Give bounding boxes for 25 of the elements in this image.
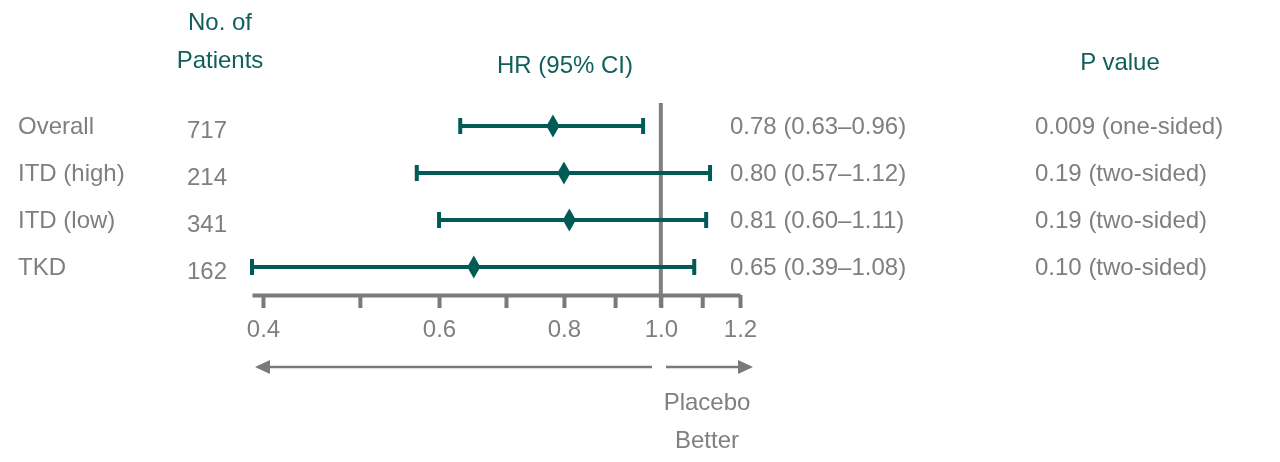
text: 0.19 (two-sided)	[1035, 159, 1208, 187]
text: 162	[187, 257, 228, 285]
x-tick-label: 0.4	[246, 315, 281, 343]
x-tick-label: 1.2	[723, 315, 758, 343]
x-tick-label: 0.6	[422, 315, 457, 343]
text: 0.10 (two-sided)	[1035, 253, 1208, 281]
data-label: 0.65 (0.39–1.08)	[730, 253, 907, 281]
y-tick-label: Overall	[18, 112, 95, 140]
data-label: 0.80 (0.57–1.12)	[730, 159, 907, 187]
y-tick-label: TKD	[18, 253, 66, 281]
text: 341	[187, 210, 228, 238]
x-tick-label: 1.0	[644, 315, 679, 343]
text: P value	[1080, 48, 1160, 75]
text: Placebo Better	[663, 388, 751, 454]
text: 214	[187, 163, 228, 191]
text: 0.19 (two-sided)	[1035, 206, 1208, 234]
y-tick-label: ITD (low)	[18, 206, 116, 234]
text: No. of Patients	[176, 8, 264, 74]
data-label: 0.78 (0.63–0.96)	[730, 112, 907, 140]
x-axis-title: HR (95% CI)	[496, 51, 634, 78]
data-label: 0.81 (0.60–1.11)	[730, 206, 905, 234]
y-tick-label: ITD (high)	[18, 159, 125, 187]
text: 0.009 (one-sided)	[1035, 112, 1224, 140]
text: 717	[187, 116, 228, 144]
x-tick-label: 0.8	[547, 315, 582, 343]
